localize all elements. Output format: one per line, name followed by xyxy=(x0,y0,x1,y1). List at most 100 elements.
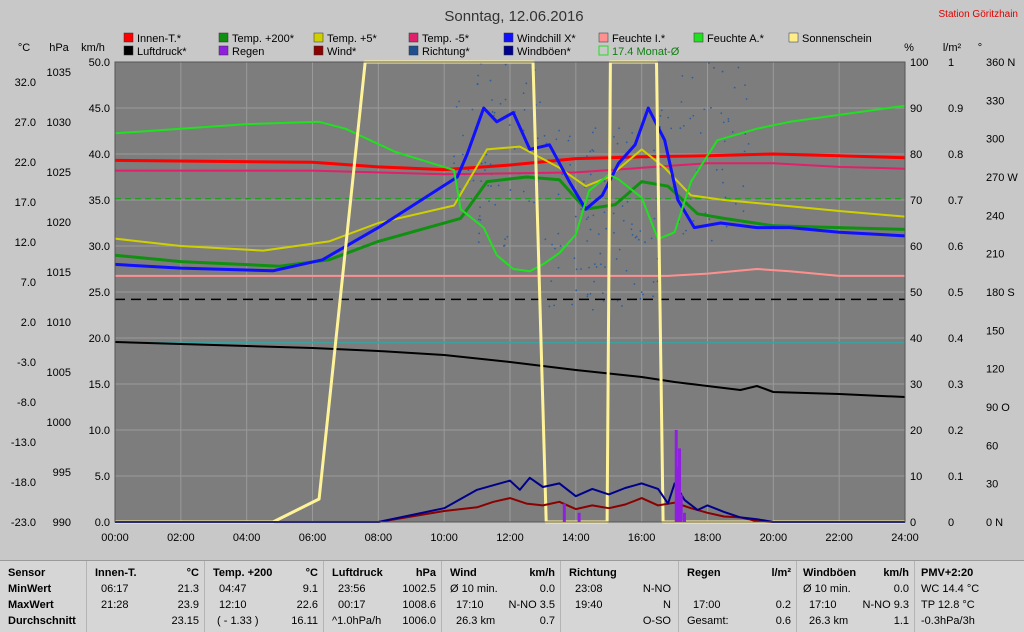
direction-point xyxy=(710,106,712,109)
direction-point xyxy=(621,305,623,307)
direction-point xyxy=(742,185,745,188)
x-tick-label: 18:00 xyxy=(694,532,722,544)
unit-wind: km/h xyxy=(81,42,105,54)
direction-point xyxy=(589,150,592,153)
legend-swatch xyxy=(218,45,229,56)
chart-legend: Innen-T.* Temp. +200* Temp. +5* Temp. -5* Wi… xyxy=(123,32,872,58)
direction-point xyxy=(633,283,636,285)
wind-tick-label: 10.0 xyxy=(89,425,110,437)
direction-point xyxy=(653,217,656,220)
wind-tick-label: 45.0 xyxy=(89,103,110,115)
stats-temp200-time-min: 04:47 xyxy=(219,583,247,595)
direction-point xyxy=(551,243,553,246)
legend-swatch xyxy=(408,45,419,56)
direction-point xyxy=(747,142,750,145)
humidity-tick-label: 0 xyxy=(910,517,916,529)
direction-point xyxy=(713,66,715,69)
stats-wind-val-max: N-NO 3.5 xyxy=(508,599,555,611)
stats-richtung-header: Richtung xyxy=(569,567,617,579)
stats-boeen-header: Windböen xyxy=(803,567,857,579)
direction-point xyxy=(591,148,594,151)
direction-point xyxy=(509,189,512,191)
direction-point xyxy=(679,127,682,130)
direction-point xyxy=(589,228,592,231)
stats-row-avg: Durchschnitt xyxy=(8,615,76,627)
direction-point xyxy=(592,150,595,153)
stats-panel: Sensor MinWert MaxWert Durchschnitt Inne… xyxy=(0,560,1024,632)
direction-point xyxy=(733,86,736,89)
direction-point xyxy=(599,252,602,255)
direction-point xyxy=(528,200,531,203)
direction-point xyxy=(708,218,711,221)
direction-point xyxy=(479,206,482,209)
unit-direction: ° xyxy=(978,42,982,54)
pressure-tick-label: 1020 xyxy=(47,217,71,229)
direction-point xyxy=(554,247,556,250)
stats-boeen-val-max: N-NO 9.3 xyxy=(862,599,909,611)
direction-point xyxy=(601,292,604,295)
direction-point xyxy=(742,210,745,213)
pressure-tick-label: 995 xyxy=(53,467,71,479)
wind-tick-label: 0.0 xyxy=(95,517,110,529)
rain-tick-label: 0.4 xyxy=(948,333,963,345)
stats-innen-time-max: 21:28 xyxy=(101,599,129,611)
direction-point xyxy=(543,134,546,137)
direction-point xyxy=(489,163,492,166)
rain-tick-label: 0.3 xyxy=(948,379,963,391)
direction-point xyxy=(743,150,746,153)
direction-point xyxy=(644,241,646,244)
direction-point xyxy=(557,193,560,196)
direction-point xyxy=(639,230,642,232)
temp-tick-label: -8.0 xyxy=(17,397,36,409)
stats-richtung-val-min: N-NO xyxy=(642,583,671,595)
direction-point xyxy=(513,148,516,150)
legend-label: Windböen* xyxy=(517,46,572,58)
direction-point xyxy=(485,153,488,156)
direction-point xyxy=(595,266,598,268)
station-name: Station Göritzhain xyxy=(939,9,1019,20)
stats-pmv-line-1: WC 14.4 °C xyxy=(921,583,980,595)
direction-point xyxy=(659,114,662,117)
direction-point xyxy=(478,232,481,235)
temp-tick-label: 12.0 xyxy=(15,237,36,249)
direction-point xyxy=(575,289,578,292)
direction-point xyxy=(493,111,496,114)
pressure-tick-label: 1015 xyxy=(47,267,71,279)
direction-point xyxy=(622,219,625,222)
legend-label: Richtung* xyxy=(422,46,470,58)
direction-point xyxy=(745,98,748,100)
wind-tick-label: 35.0 xyxy=(89,195,110,207)
direction-point xyxy=(670,127,673,130)
pressure-tick-label: 1010 xyxy=(47,317,71,329)
stats-col-innen: Innen-T. °C 06:17 21.3 21:28 23.9 23.15 xyxy=(86,561,205,632)
direction-tick-label: 120 xyxy=(986,364,1004,376)
direction-tick-label: 240 xyxy=(986,210,1004,222)
direction-point xyxy=(497,184,500,187)
direction-point xyxy=(591,308,594,311)
stats-luftdruck-time-min: 23:56 xyxy=(338,583,366,595)
direction-point xyxy=(692,114,695,117)
direction-point xyxy=(462,134,464,137)
direction-point xyxy=(477,74,480,77)
direction-tick-label: 360 N xyxy=(986,57,1015,69)
stats-boeen-time-max: 17:10 xyxy=(809,599,837,611)
stats-richtung-val-avg: O-SO xyxy=(642,615,671,627)
direction-point xyxy=(708,62,710,64)
direction-point xyxy=(689,117,692,120)
direction-point xyxy=(586,295,589,298)
direction-point xyxy=(591,131,594,134)
stats-regen-header: Regen xyxy=(687,567,721,579)
pressure-tick-label: 1035 xyxy=(47,67,71,79)
direction-point xyxy=(525,82,528,85)
stats-richtung-val-max: N xyxy=(663,599,671,611)
humidity-tick-label: 100 xyxy=(910,57,928,69)
series-line xyxy=(114,145,906,252)
direction-point xyxy=(724,196,727,199)
stats-col-regen: Regen l/m² 17:00 0.2 Gesamt: 0.6 xyxy=(678,561,797,632)
legend-swatch xyxy=(598,32,609,43)
series-line xyxy=(115,268,905,277)
direction-point xyxy=(553,304,556,307)
x-tick-label: 24:00 xyxy=(891,532,919,544)
plot-area xyxy=(114,60,906,524)
stats-regen-val-avg: 0.6 xyxy=(775,615,791,627)
